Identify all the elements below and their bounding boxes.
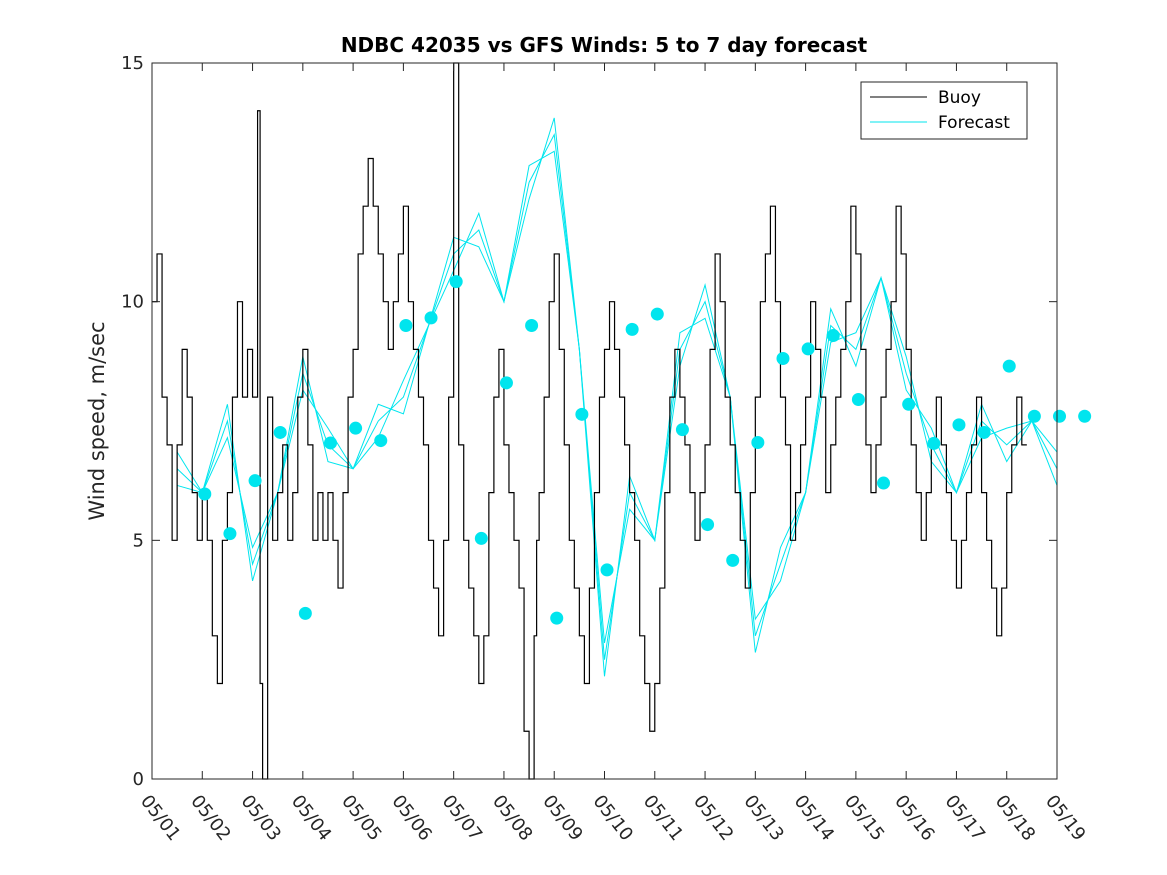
x-tick-label: 05/13 xyxy=(739,791,787,845)
x-tick-label: 05/19 xyxy=(1041,791,1089,845)
forecast-marker xyxy=(248,474,262,488)
y-axis-label: Wind speed, m/sec xyxy=(85,321,109,520)
forecast-marker xyxy=(751,435,765,449)
forecast-series xyxy=(176,117,1058,677)
x-tick-label: 05/10 xyxy=(589,791,637,845)
legend: Buoy Forecast xyxy=(860,81,1028,140)
y-tick-label: 10 xyxy=(121,292,144,313)
x-tick-label: 05/17 xyxy=(941,791,989,845)
x-tick-label: 05/06 xyxy=(387,791,435,845)
forecast-marker xyxy=(701,518,715,532)
forecast-marker xyxy=(399,319,413,333)
forecast-marker xyxy=(474,531,488,545)
forecast-marker xyxy=(625,322,639,336)
legend-box xyxy=(860,81,1028,140)
x-tick-label: 05/12 xyxy=(689,791,737,845)
forecast-marker xyxy=(1002,359,1016,373)
forecast-marker xyxy=(977,425,991,439)
forecast-marker xyxy=(952,418,966,432)
forecast-marker xyxy=(575,407,589,421)
forecast-marker xyxy=(1027,409,1041,423)
forecast-marker xyxy=(650,307,664,321)
forecast-marker xyxy=(675,423,689,437)
x-tick-label: 05/16 xyxy=(890,791,938,845)
forecast-marker xyxy=(1078,409,1092,423)
forecast-marker xyxy=(499,376,513,390)
forecast-marker xyxy=(726,553,740,567)
legend-buoy-label: Buoy xyxy=(938,88,981,108)
x-tick-label: 05/18 xyxy=(991,791,1039,845)
forecast-line xyxy=(176,117,1058,677)
buoy-series xyxy=(152,62,1027,780)
forecast-marker xyxy=(550,611,564,625)
chart-title: NDBC 42035 vs GFS Winds: 5 to 7 day fore… xyxy=(341,33,868,57)
buoy-line xyxy=(152,62,1027,780)
forecast-marker xyxy=(273,425,287,439)
forecast-marker xyxy=(374,434,388,448)
forecast-marker xyxy=(927,436,941,450)
forecast-marker xyxy=(1053,409,1067,423)
forecast-marker xyxy=(826,329,840,343)
forecast-marker xyxy=(449,275,463,289)
forecast-markers xyxy=(198,275,1092,625)
forecast-marker xyxy=(424,311,438,325)
x-tick-label: 05/14 xyxy=(790,791,838,845)
forecast-marker xyxy=(223,527,237,541)
x-tick-label: 05/04 xyxy=(287,791,335,845)
x-tick-label: 05/05 xyxy=(337,791,385,845)
forecast-marker xyxy=(349,421,363,435)
x-tick-label: 05/03 xyxy=(237,791,285,845)
x-tick-label: 05/09 xyxy=(538,791,586,845)
y-tick-label: 15 xyxy=(121,53,144,74)
forecast-marker xyxy=(525,319,539,333)
forecast-marker xyxy=(600,563,614,577)
y-axis: 0 5 10 15 xyxy=(121,53,1057,790)
x-tick-label: 05/07 xyxy=(438,791,486,845)
legend-forecast-label: Forecast xyxy=(938,113,1010,133)
x-tick-label: 05/15 xyxy=(840,791,888,845)
forecast-marker xyxy=(198,487,212,501)
x-tick-label: 05/01 xyxy=(136,791,184,845)
forecast-marker xyxy=(298,606,312,620)
x-tick-label: 05/11 xyxy=(639,791,687,845)
forecast-marker xyxy=(902,397,916,411)
forecast-marker xyxy=(801,342,815,356)
x-tick-label: 05/02 xyxy=(186,791,234,845)
y-tick-label: 5 xyxy=(133,530,144,551)
forecast-marker xyxy=(323,436,337,450)
forecast-marker xyxy=(877,476,891,490)
y-tick-label: 0 xyxy=(133,769,144,790)
forecast-marker xyxy=(851,393,865,407)
x-tick-label: 05/08 xyxy=(488,791,536,845)
forecast-marker xyxy=(776,351,790,365)
